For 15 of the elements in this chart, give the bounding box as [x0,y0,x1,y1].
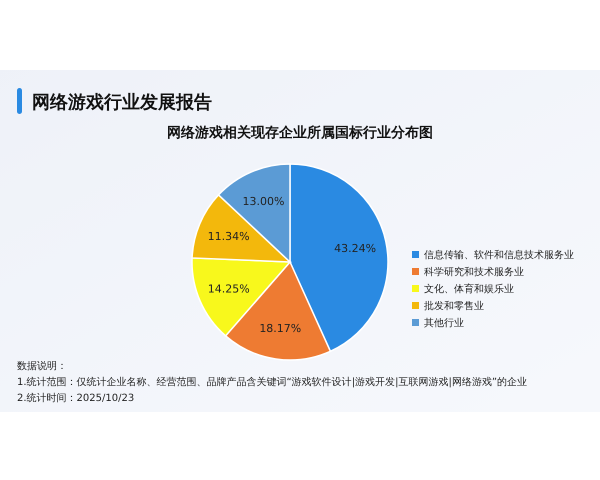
legend-label: 信息传输、软件和信息技术服务业 [424,249,574,261]
text: 2.统计时间：2025/10/23 [17,392,134,404]
chart-subtitle: 网络游戏相关现存企业所属国标行业分布图 [167,124,433,141]
text: 1.统计范围：仅统计企业名称、经营范围、品牌产品含关键词“游戏软件设计|游戏开发|互联网游戏|网络游戏”的企业 [17,376,528,388]
data-label: 11.34% [208,230,250,244]
legend-label: 科学研究和技术服务业 [424,266,524,278]
data-label: 13.00% [242,194,285,208]
legend-label: 文化、体育和娱乐业 [424,283,514,295]
legend-label: 批发和零售业 [424,300,484,312]
data-label: 14.25% [208,282,250,296]
legend-label: 其他行业 [424,317,464,329]
chart-title: 网络游戏行业发展报告 [32,92,212,113]
data-label: 43.24% [334,242,376,255]
text: 数据说明： [17,360,67,372]
data-label: 18.17% [259,322,302,335]
